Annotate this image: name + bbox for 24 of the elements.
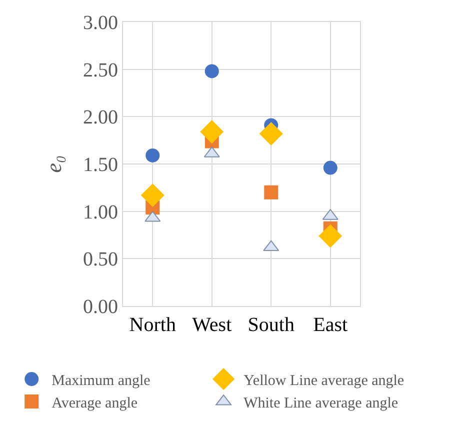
y-axis-title: e₀ bbox=[40, 155, 66, 173]
point bbox=[200, 120, 224, 144]
y-tick-label: 3.00 bbox=[83, 12, 118, 34]
y-tick-label: 1.50 bbox=[83, 154, 118, 176]
legend-label: Yellow Line average angle bbox=[244, 372, 404, 389]
point bbox=[323, 160, 338, 175]
x-tick-label: South bbox=[248, 314, 294, 336]
y-tick-label: 1.00 bbox=[83, 201, 118, 224]
point bbox=[204, 64, 219, 78]
point bbox=[260, 122, 283, 146]
y-tick-label: 0.00 bbox=[83, 296, 118, 318]
legend-label: Maximum angle bbox=[52, 372, 151, 389]
y-tick-label: 2.50 bbox=[83, 59, 118, 82]
y-tick-label: 0.50 bbox=[83, 248, 118, 271]
legend-label: White Line average angle bbox=[244, 395, 398, 412]
x-tick-label: West bbox=[192, 314, 232, 336]
legend-label: Average angle bbox=[52, 395, 138, 412]
point bbox=[146, 148, 160, 162]
point bbox=[318, 224, 342, 248]
point bbox=[264, 185, 278, 200]
x-tick-label: East bbox=[313, 314, 348, 336]
point bbox=[141, 184, 164, 207]
x-tick-label: North bbox=[129, 314, 176, 336]
y-tick-label: 2.00 bbox=[83, 106, 118, 129]
